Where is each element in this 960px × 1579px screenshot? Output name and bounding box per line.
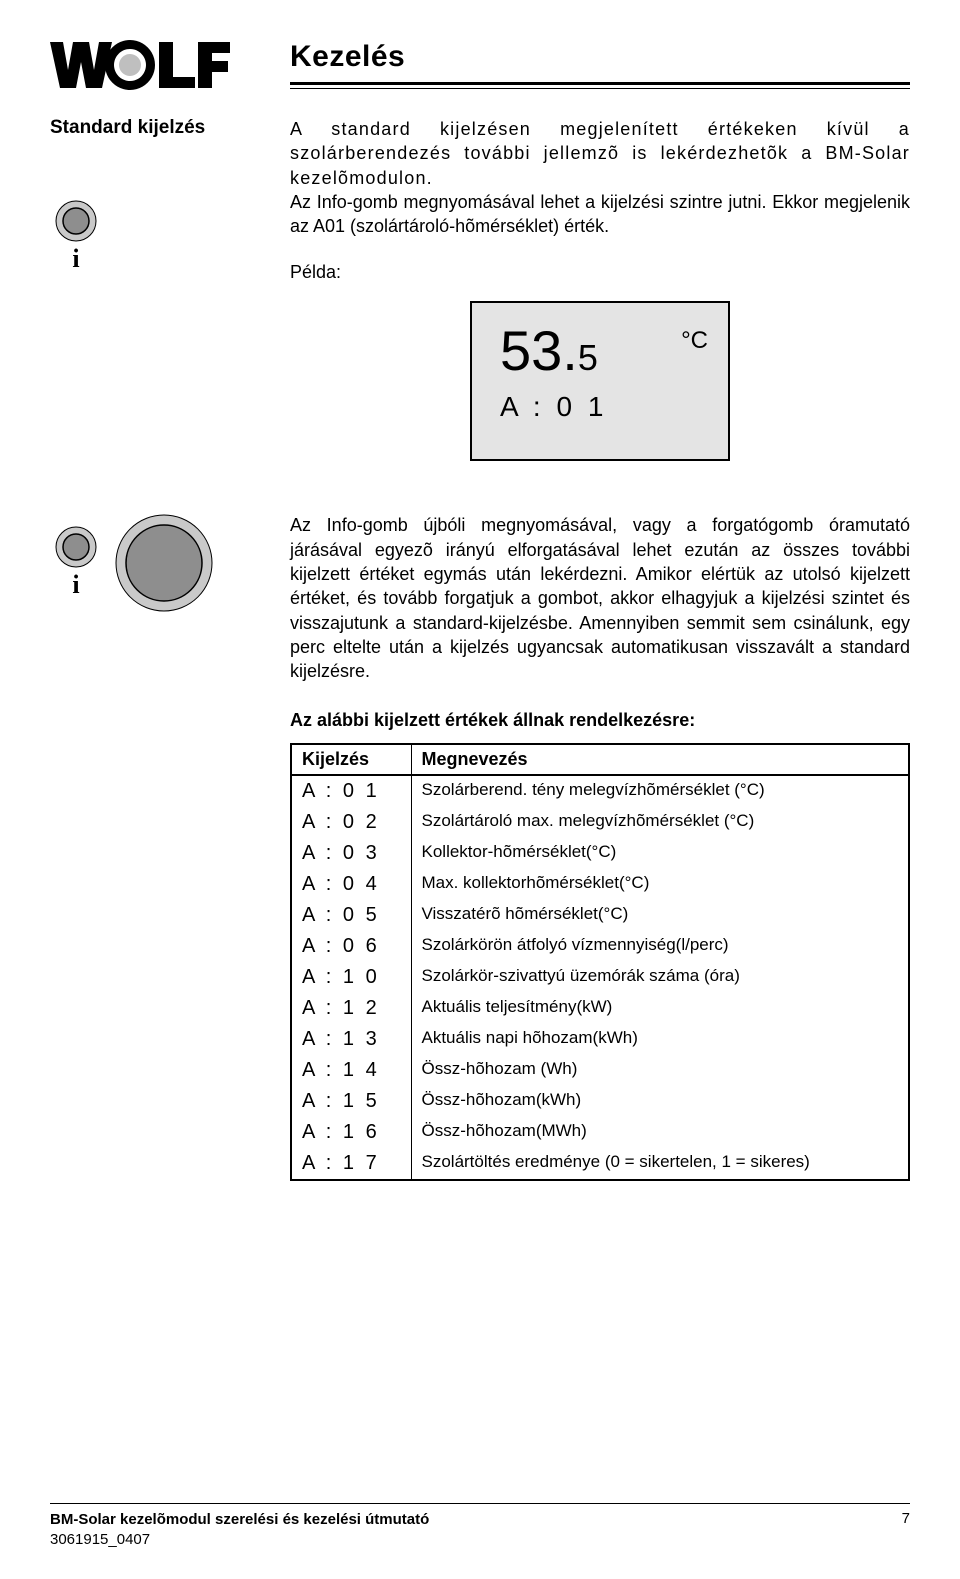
table-header-code: Kijelzés [291, 744, 411, 775]
page-number: 7 [902, 1510, 910, 1549]
param-code: A : 0 6 [291, 931, 411, 962]
svg-text:i: i [72, 244, 79, 273]
table-row: A : 1 5Össz-hõhozam(kWh) [291, 1086, 909, 1117]
param-desc: Visszatérõ hõmérséklet(°C) [411, 900, 909, 931]
table-row: A : 0 6Szolárkörön átfolyó vízmennyiség(… [291, 931, 909, 962]
footer-title: BM-Solar kezelõmodul szerelési és kezelé… [50, 1510, 429, 1530]
parameter-table: Kijelzés Megnevezés A : 0 1Szolárberend.… [290, 743, 910, 1181]
info-button-icon: i [50, 199, 270, 280]
lcd-code: A : 0 1 [500, 391, 708, 423]
table-row: A : 1 6Össz-hõhozam(MWh) [291, 1117, 909, 1148]
table-row: A : 0 1Szolárberend. tény melegvízhõmérs… [291, 775, 909, 807]
param-code: A : 1 7 [291, 1148, 411, 1180]
table-caption: Az alábbi kijelzett értékek állnak rende… [290, 710, 910, 731]
param-desc: Max. kollektorhõmérséklet(°C) [411, 869, 909, 900]
table-row: A : 0 3Kollektor-hõmérséklet(°C) [291, 838, 909, 869]
lcd-decimal: 5 [578, 337, 598, 378]
page-title: Kezelés [290, 40, 910, 74]
divider [290, 88, 910, 89]
info-and-dial-icon: i [50, 513, 270, 613]
param-code: A : 0 5 [291, 900, 411, 931]
param-desc: Össz-hõhozam (Wh) [411, 1055, 909, 1086]
divider [290, 82, 910, 85]
table-row: A : 0 5Visszatérõ hõmérséklet(°C) [291, 900, 909, 931]
table-row: A : 0 4Max. kollektorhõmérséklet(°C) [291, 869, 909, 900]
param-code: A : 0 1 [291, 775, 411, 807]
param-code: A : 1 0 [291, 962, 411, 993]
param-code: A : 1 5 [291, 1086, 411, 1117]
param-desc: Aktuális napi hõhozam(kWh) [411, 1024, 909, 1055]
lcd-unit: °C [681, 327, 708, 355]
param-code: A : 0 3 [291, 838, 411, 869]
param-desc: Szolárkörön átfolyó vízmennyiség(l/perc) [411, 931, 909, 962]
lcd-display: 53.5 °C A : 0 1 [470, 301, 730, 461]
param-code: A : 1 4 [291, 1055, 411, 1086]
paragraph: A standard kijelzésen megjelenített érté… [290, 117, 910, 190]
param-code: A : 1 2 [291, 993, 411, 1024]
table-row: A : 1 2Aktuális teljesítmény(kW) [291, 993, 909, 1024]
table-row: A : 1 0Szolárkör-szivattyú üzemórák szám… [291, 962, 909, 993]
footer-docnum: 3061915_0407 [50, 1530, 429, 1550]
table-header-desc: Megnevezés [411, 744, 909, 775]
param-desc: Össz-hõhozam(MWh) [411, 1117, 909, 1148]
table-row: A : 0 2Szolártároló max. melegvízhõmérsé… [291, 807, 909, 838]
svg-text:i: i [72, 570, 79, 599]
table-row: A : 1 7Szolártöltés eredménye (0 = siker… [291, 1148, 909, 1180]
param-desc: Össz-hõhozam(kWh) [411, 1086, 909, 1117]
param-code: A : 0 2 [291, 807, 411, 838]
param-desc: Kollektor-hõmérséklet(°C) [411, 838, 909, 869]
param-code: A : 1 3 [291, 1024, 411, 1055]
table-row: A : 1 3Aktuális napi hõhozam(kWh) [291, 1024, 909, 1055]
paragraph: Az Info-gomb újbóli megnyomásával, vagy … [290, 513, 910, 683]
param-code: A : 1 6 [291, 1117, 411, 1148]
param-desc: Szolárkör-szivattyú üzemórák száma (óra) [411, 962, 909, 993]
param-code: A : 0 4 [291, 869, 411, 900]
param-desc: Szolárberend. tény melegvízhõmérséklet (… [411, 775, 909, 807]
paragraph: Az Info-gomb megnyomásával lehet a kijel… [290, 190, 910, 239]
param-desc: Szolártároló max. melegvízhõmérséklet (°… [411, 807, 909, 838]
param-desc: Szolártöltés eredménye (0 = sikertelen, … [411, 1148, 909, 1180]
param-desc: Aktuális teljesítmény(kW) [411, 993, 909, 1024]
wolf-logo [50, 40, 230, 95]
example-label: Példa: [290, 262, 910, 283]
section-heading: Standard kijelzés [50, 117, 270, 139]
lcd-integer: 53. [500, 319, 578, 382]
table-row: A : 1 4Össz-hõhozam (Wh) [291, 1055, 909, 1086]
page-footer: BM-Solar kezelõmodul szerelési és kezelé… [50, 1503, 910, 1549]
